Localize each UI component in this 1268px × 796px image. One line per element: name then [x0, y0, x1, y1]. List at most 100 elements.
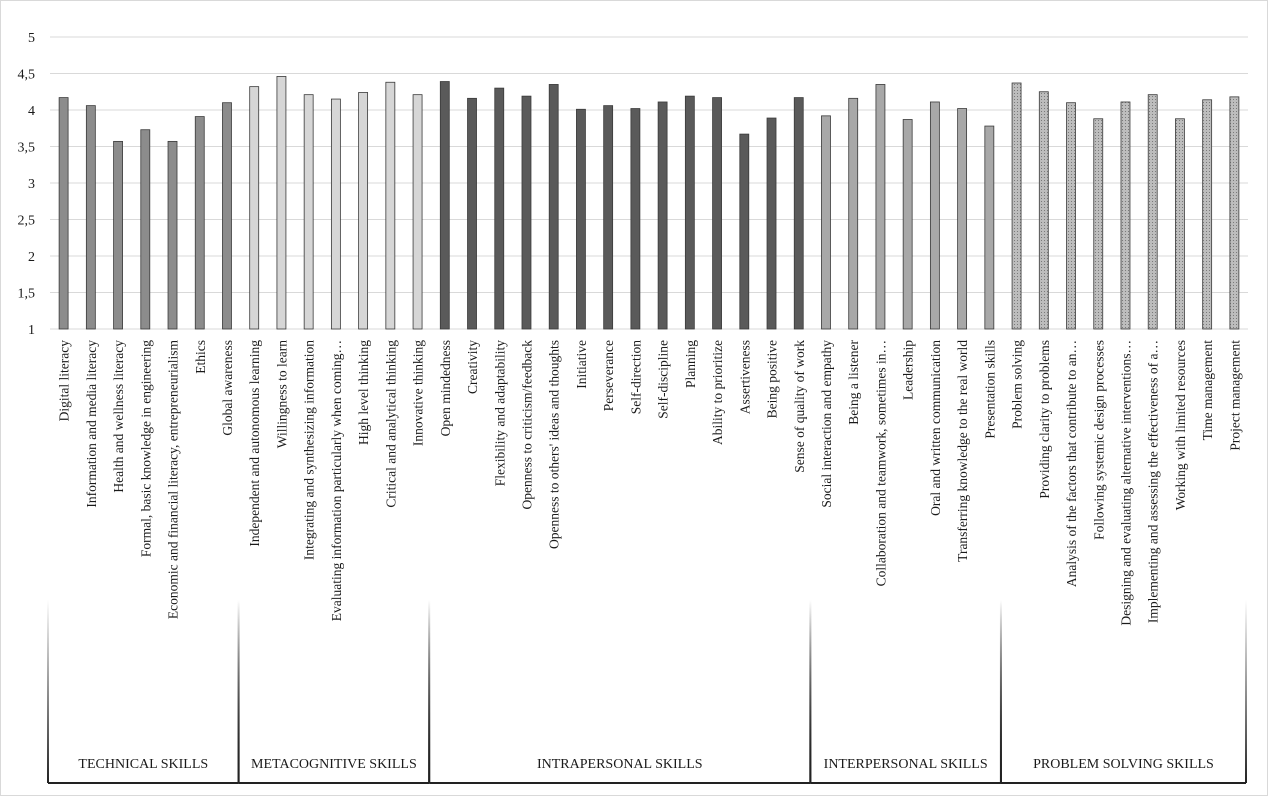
category-label: Economic and financial literacy, entrepr… — [166, 340, 181, 620]
bar — [848, 97, 859, 330]
category-label: Creativity — [465, 340, 480, 394]
category-label: Digital literacy — [57, 340, 72, 422]
bar — [630, 108, 641, 330]
bar — [249, 86, 260, 330]
bar — [1147, 94, 1158, 330]
category-label: Ability to prioritize — [710, 340, 725, 445]
group-brackets: TECHNICAL SKILLS METACOGNITIVE SKILLS INTR… — [47, 600, 1247, 784]
category-label: Independent and autonomous learning — [247, 340, 262, 547]
category-label: Following systemic design processes — [1091, 340, 1106, 540]
bar — [1202, 99, 1213, 330]
bar — [85, 105, 96, 330]
bar — [494, 87, 505, 330]
bar — [140, 129, 151, 330]
bar — [1120, 101, 1131, 330]
group-label: TECHNICAL SKILLS — [78, 757, 208, 772]
bar — [1038, 91, 1049, 330]
bar — [603, 105, 614, 330]
group-bracket-left — [237, 600, 240, 783]
category-label: Willingness to learn — [274, 340, 289, 448]
category-label: Analysis of the factors that contribute … — [1064, 340, 1079, 587]
category-label: Collaboration and teamwork, sometimes in… — [873, 340, 888, 586]
bar — [929, 101, 940, 330]
category-label: Global awareness — [220, 340, 235, 436]
bar — [330, 98, 341, 330]
bar — [303, 94, 314, 330]
bar — [684, 95, 695, 330]
category-label: Planning — [683, 340, 698, 388]
category-label: Implementing and assessing the effective… — [1146, 340, 1161, 623]
category-label: Openness to criticism/feedback — [519, 340, 534, 510]
bar — [1229, 96, 1240, 330]
category-label: Leadership — [901, 340, 916, 400]
category-label: Being a listener — [846, 340, 861, 425]
category-label: Formal, basic knowledge in engineering — [138, 340, 153, 557]
category-label: Designing and evaluating alternative int… — [1118, 340, 1133, 626]
category-labels: Digital literacy Information and media li… — [57, 340, 1243, 626]
bar — [1093, 118, 1104, 330]
category-label: Assertiveness — [737, 340, 752, 414]
bar — [766, 117, 777, 330]
y-tick-label: 5 — [28, 31, 35, 46]
bar — [222, 102, 232, 330]
bar — [984, 125, 995, 330]
group-label: INTERPERSONAL SKILLS — [824, 757, 988, 772]
category-label: Self-direction — [628, 340, 643, 414]
category-label: Problem solving — [1010, 340, 1025, 429]
y-tick-label: 1 — [28, 323, 35, 338]
bar — [194, 116, 205, 330]
bar — [167, 140, 178, 330]
category-label: Openness to others' ideas and thoughts — [547, 340, 562, 549]
category-label: Social interaction and empathy — [819, 340, 834, 508]
y-axis: 1 1,5 2 2,5 3 3,5 4 4,5 5 — [18, 31, 36, 338]
bar — [875, 84, 886, 330]
y-tick-label: 3,5 — [18, 141, 36, 156]
bar — [712, 97, 722, 330]
category-label: Oral and written communication — [928, 340, 943, 516]
bar — [439, 81, 450, 330]
group-bracket-left — [999, 600, 1002, 783]
bar — [358, 92, 369, 330]
bar — [548, 84, 559, 330]
category-label: Integrating and synthesizing information — [302, 340, 317, 560]
group-label: METACOGNITIVE SKILLS — [251, 757, 417, 772]
group-bracket-right — [1245, 600, 1247, 783]
bar — [902, 119, 913, 330]
bar — [412, 94, 423, 330]
category-label: Information and media literacy — [84, 340, 99, 508]
y-tick-label: 3 — [28, 177, 35, 192]
category-label: Self-discipline — [656, 340, 671, 419]
bar — [793, 97, 804, 330]
category-label: Flexibility and adaptability — [492, 340, 507, 486]
y-tick-label: 1,5 — [18, 287, 36, 302]
bars — [58, 76, 1240, 330]
group-bracket-left — [47, 600, 49, 783]
category-label: Sense of quality of work — [792, 340, 807, 473]
bar — [521, 95, 532, 330]
group-bracket-left — [809, 600, 812, 783]
category-label: Time management — [1200, 340, 1215, 441]
y-tick-label: 2 — [28, 250, 35, 265]
category-label: Transferring knowledge to the real world — [955, 340, 970, 562]
bar — [1175, 118, 1185, 330]
bar — [467, 97, 477, 330]
bar — [58, 97, 69, 330]
y-tick-label: 4 — [28, 104, 35, 119]
bar — [1066, 102, 1076, 330]
category-label: Health and wellness literacy — [111, 340, 126, 493]
bar — [113, 140, 123, 330]
category-label: Open mindedness — [438, 340, 453, 436]
category-label: Being positive — [765, 340, 780, 418]
bar — [276, 76, 287, 330]
bar — [1011, 82, 1022, 330]
bar — [957, 108, 968, 330]
y-tick-label: 2,5 — [18, 214, 36, 229]
y-tick-label: 4,5 — [18, 68, 36, 83]
bar — [576, 108, 586, 330]
category-label: Critical and analytical thinking — [383, 340, 398, 508]
group-bracket-left — [428, 600, 431, 783]
group-label: INTRAPERSONAL SKILLS — [537, 757, 703, 772]
category-label: Ethics — [193, 340, 208, 374]
category-label: High level thinking — [356, 340, 371, 445]
